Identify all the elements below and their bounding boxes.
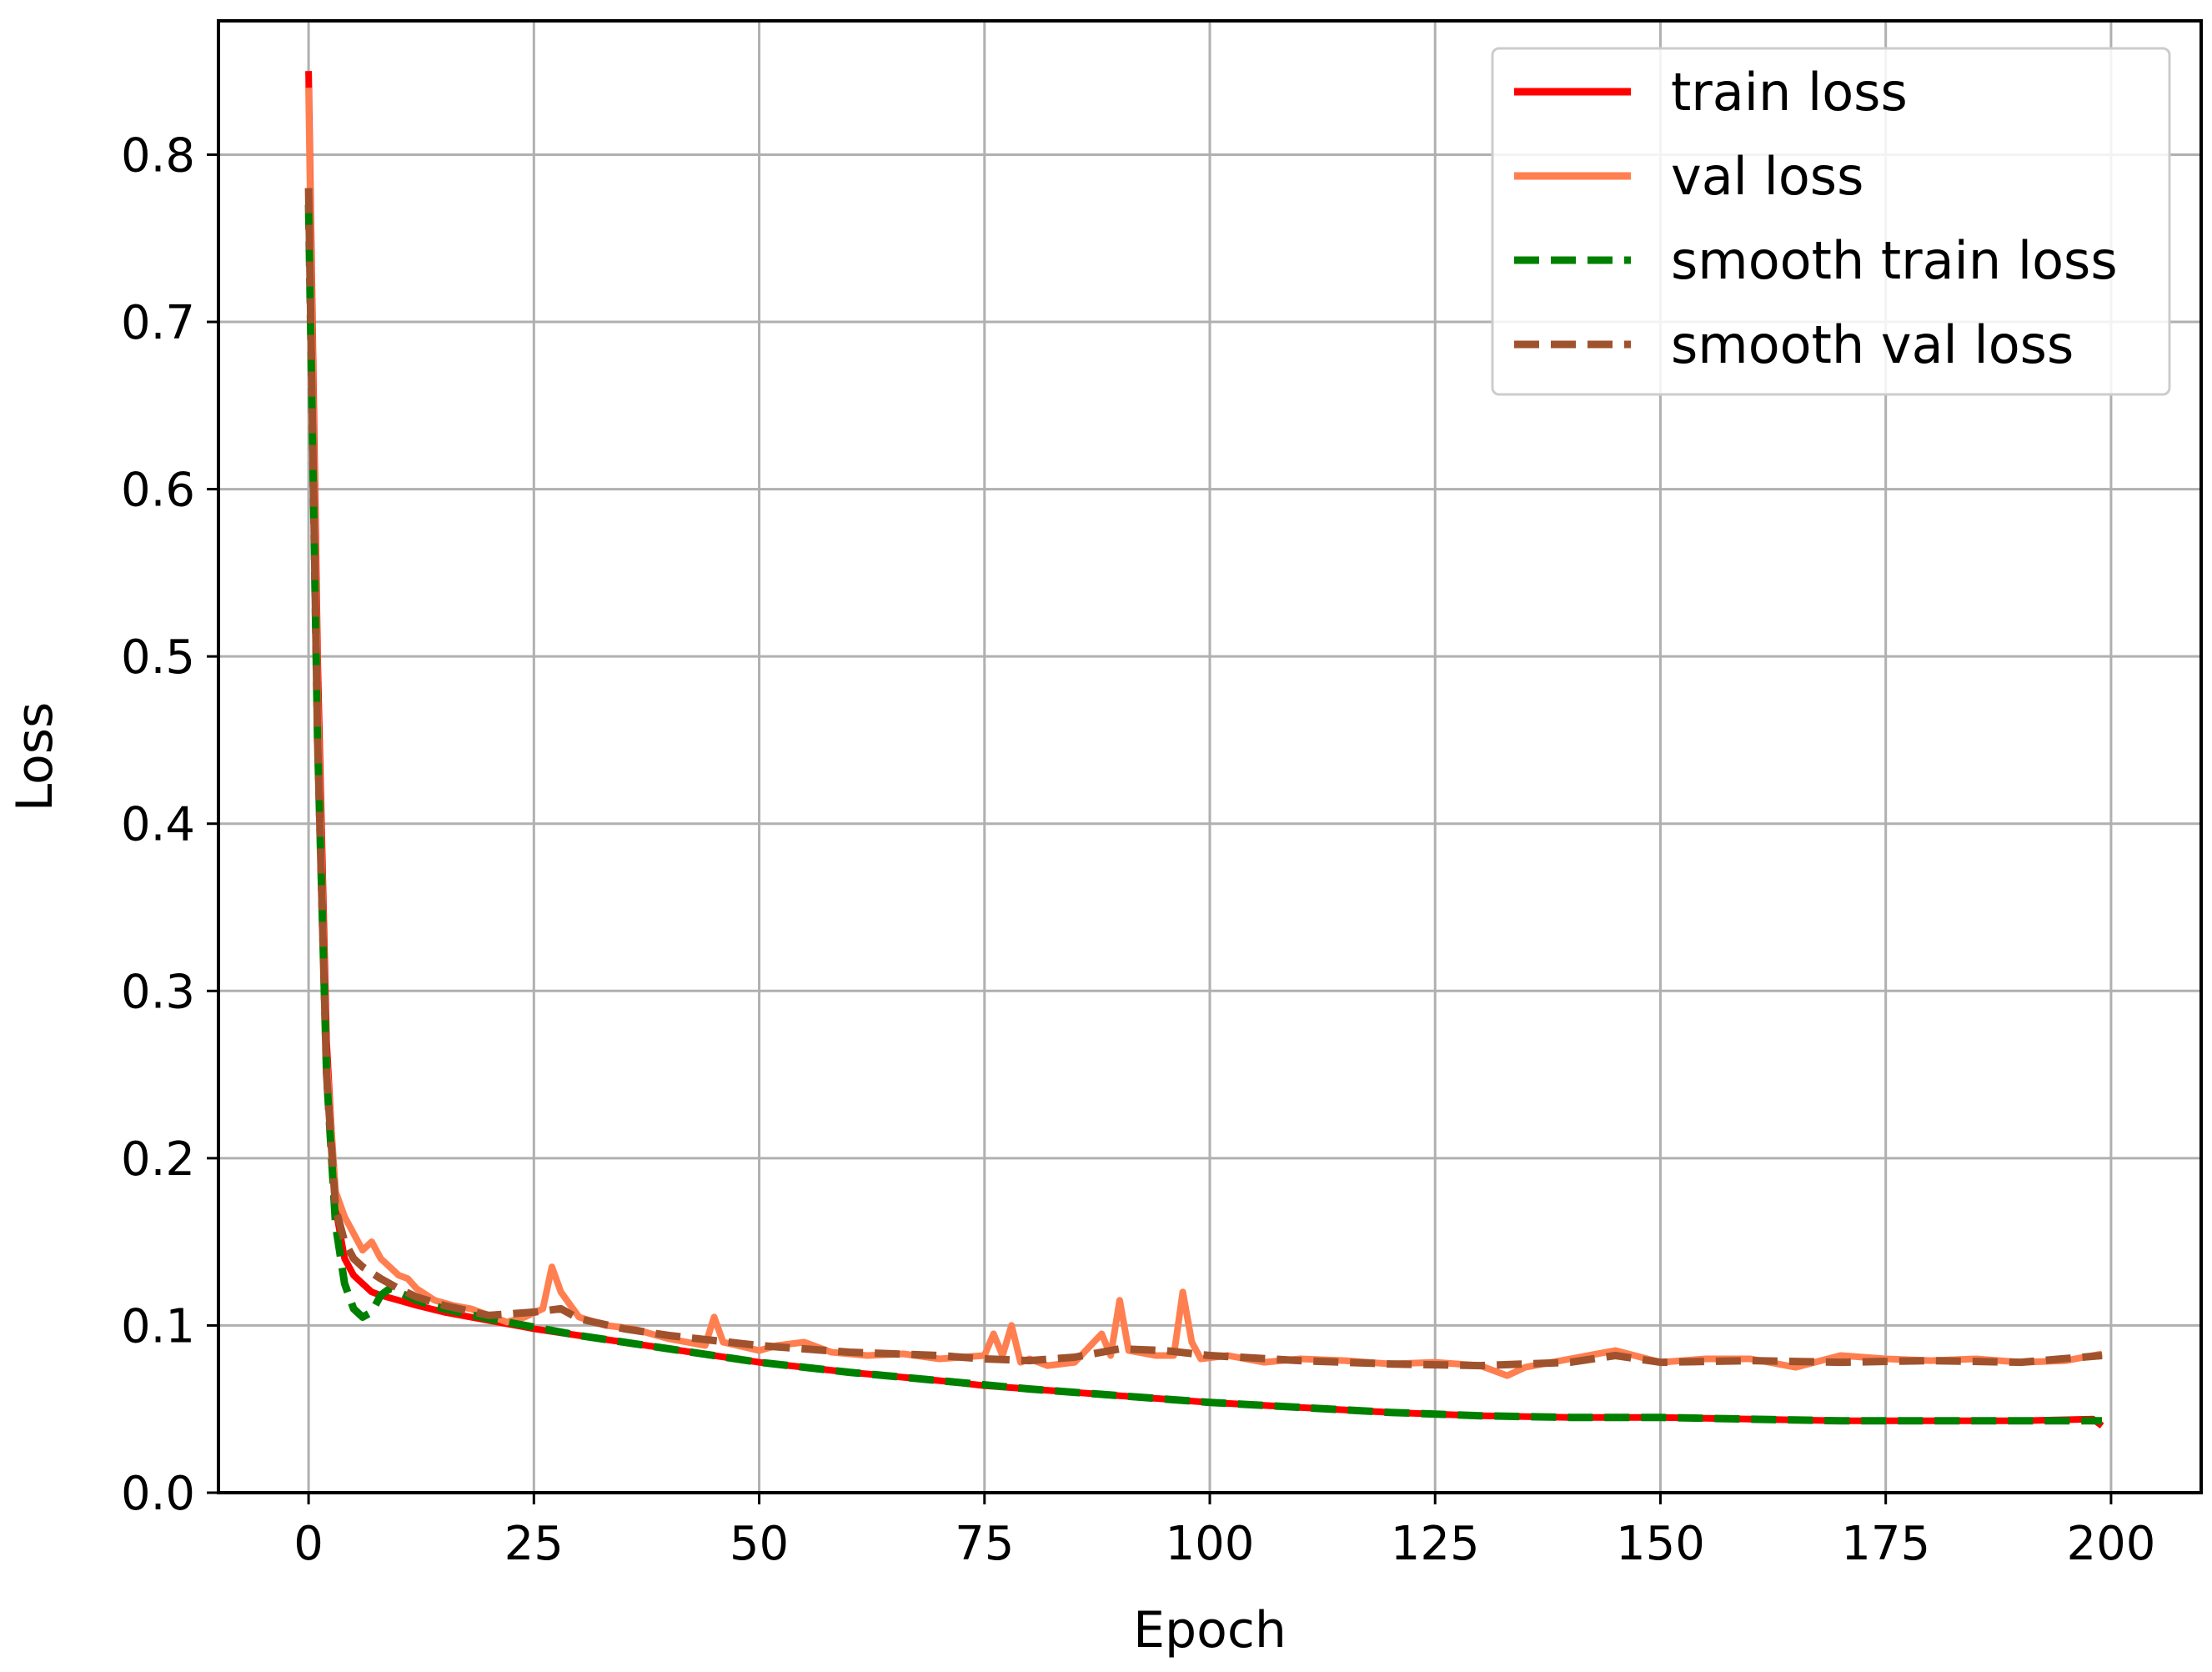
x-tick-label: 100 (1166, 1517, 1255, 1571)
series-line-smooth-train-loss (304, 204, 2103, 1425)
y-tick-label: 0.5 (121, 630, 195, 685)
x-axis-ticks: 0 25 50 75 100 125 150 175 200 (293, 1493, 2155, 1571)
legend-label: train loss (1671, 62, 1908, 123)
y-tick-label: 0.4 (121, 798, 195, 852)
y-tick-label: 0.2 (121, 1132, 195, 1187)
x-tick-label: 150 (1616, 1517, 1705, 1571)
x-tick-label: 0 (293, 1517, 324, 1571)
y-tick-label: 0.0 (121, 1467, 195, 1521)
series-layer (304, 71, 2104, 1429)
legend-label: val loss (1671, 146, 1863, 207)
y-tick-label: 0.1 (121, 1299, 195, 1353)
x-tick-label: 125 (1391, 1517, 1480, 1571)
x-tick-label: 75 (955, 1517, 1014, 1571)
y-axis-ticks: 0.0 0.1 0.2 0.3 0.4 0.5 0.6 0.7 0.8 (121, 128, 218, 1521)
x-tick-label: 175 (1841, 1517, 1930, 1571)
x-tick-label: 50 (730, 1517, 789, 1571)
y-tick-label: 0.7 (121, 296, 195, 350)
x-tick-label: 25 (504, 1517, 564, 1571)
series-line-smooth-val-loss (304, 188, 2103, 1370)
x-tick-label: 200 (2066, 1517, 2155, 1571)
y-tick-label: 0.8 (121, 128, 195, 183)
y-tick-label: 0.6 (121, 464, 195, 518)
x-axis-label: Epoch (1133, 1601, 1287, 1659)
legend-box (1491, 47, 2171, 396)
legend-label: smooth val loss (1671, 314, 2074, 375)
y-axis-label: Loss (6, 702, 64, 812)
legend: train loss val loss smooth train loss smoot… (1491, 47, 2171, 396)
y-tick-label: 0.3 (121, 965, 195, 1019)
legend-label: smooth train loss (1671, 230, 2118, 291)
